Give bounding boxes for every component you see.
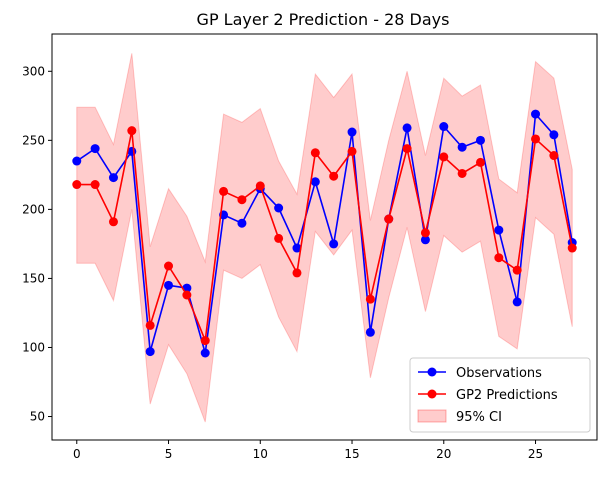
legend-observations-label: Observations [456,366,542,381]
gp2-predictions-point [145,320,155,330]
legend: Observations GP2 Predictions 95% CI [409,357,591,433]
gp2-predictions-point [549,151,559,161]
legend-ci-swatch [417,409,447,423]
observations-point [512,297,522,307]
legend-gp2-predictions-marker [427,389,437,399]
gp2-predictions-point [402,144,412,154]
observations-point [164,280,174,290]
observations-point [402,123,412,133]
observations-point [310,177,320,187]
gp2-predictions-point [237,195,247,205]
legend-ci-label: 95% CI [456,410,502,425]
plot-area [72,53,577,423]
observations-point [90,144,100,154]
x-tick-label: 5 [165,447,173,461]
gp2-predictions-point [200,336,210,346]
y-tick-label: 300 [22,64,45,78]
legend-gp2-predictions-label: GP2 Predictions [456,388,558,403]
gp2-predictions-point [72,180,82,190]
observations-line [76,112,574,354]
observations-point [329,239,339,249]
gp2-predictions-point [420,228,430,238]
observations-point [365,327,375,337]
gp2-predictions-point [384,214,394,224]
gp2-predictions-point [329,171,339,181]
observations-point [145,347,155,357]
axes: 0 5 10 15 20 25 50 100 150 200 250 300 [22,33,598,461]
observations-point [494,225,504,235]
observations-point [420,235,430,245]
observations-point [347,127,357,137]
gp2-predictions-point [274,233,284,243]
gp2-predictions-point [292,268,302,278]
observations-point [549,130,559,140]
observations-point [108,173,118,183]
y-tick-label: 200 [22,202,45,216]
gp2-predictions-point [439,152,449,162]
legend-observations-marker [427,367,437,377]
gp2-predictions-point [531,134,541,144]
observations-point [439,122,449,132]
gp2-predictions-point [347,146,357,156]
gp2-predictions-point [108,217,118,227]
gp2-predictions-point [90,180,100,190]
gp2-predictions-point [164,261,174,271]
x-tick-label: 10 [253,447,268,461]
y-tick-label: 250 [22,133,45,147]
x-tick-label: 15 [344,447,359,461]
observations-point [531,109,541,119]
axes-frame [51,33,598,441]
gp2-predictions-point [512,265,522,275]
observations-point [457,142,467,152]
y-tick-label: 150 [22,271,45,285]
y-tick-label: 100 [22,340,45,354]
gp2-predictions-point [219,186,229,196]
gp2-predictions-point [475,157,485,167]
observations-point [475,135,485,145]
observations-point [274,203,284,213]
x-tick-label: 0 [73,447,81,461]
gp2-predictions-point [127,126,137,136]
gp2-predictions-point [567,243,577,253]
observations-point [200,348,210,358]
gp2-predictions-point [182,290,192,300]
gp2-predictions-point [365,294,375,304]
x-tick-label: 25 [528,447,543,461]
observations-point [237,218,247,228]
observations-point [292,243,302,253]
observations-point [72,156,82,166]
y-tick-label: 50 [30,410,45,424]
x-tick-label: 20 [436,447,451,461]
legend-box [409,357,591,433]
gp2-predictions-point [457,168,467,178]
gp2-predictions-point [255,181,265,191]
gp2-predictions-line [76,130,574,341]
gp2-predictions-point [310,148,320,158]
gp2-predictions-point [494,253,504,263]
chart-title: GP Layer 2 Prediction - 28 Days [197,10,450,29]
